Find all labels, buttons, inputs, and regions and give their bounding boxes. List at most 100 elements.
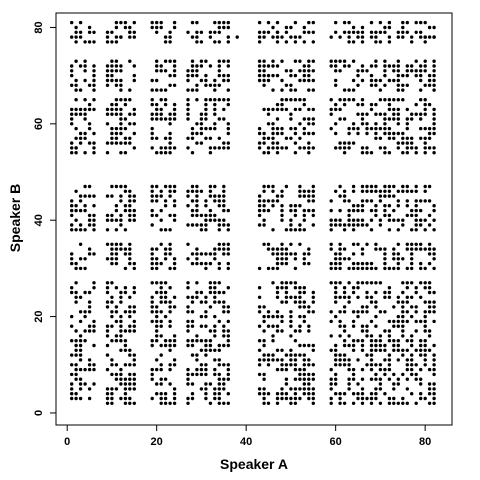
data-point — [199, 59, 204, 63]
data-point — [213, 122, 217, 126]
data-point — [186, 194, 190, 198]
data-point — [432, 257, 436, 261]
data-point — [190, 252, 195, 256]
data-point — [427, 290, 432, 295]
data-point — [419, 78, 423, 83]
data-point — [410, 392, 414, 396]
data-point — [262, 199, 266, 203]
data-point — [208, 213, 213, 218]
data-point — [342, 392, 347, 396]
data-point — [119, 69, 123, 73]
data-point — [78, 358, 83, 362]
data-point — [132, 401, 136, 405]
data-point — [217, 146, 221, 150]
data-point — [199, 290, 204, 295]
data-point — [78, 348, 83, 352]
data-point — [128, 310, 132, 314]
data-point — [378, 343, 383, 348]
data-point — [150, 252, 154, 256]
data-point — [128, 208, 132, 213]
data-point — [186, 329, 190, 333]
data-point — [78, 136, 83, 140]
data-point — [307, 146, 311, 150]
data-point — [360, 208, 365, 213]
data-point — [302, 126, 306, 131]
data-point — [280, 281, 284, 285]
data-point — [262, 396, 266, 401]
data-point — [119, 334, 123, 338]
data-point — [284, 290, 289, 295]
data-point — [78, 107, 83, 112]
data-point — [329, 396, 333, 401]
data-point — [226, 334, 230, 338]
data-point — [293, 353, 298, 357]
data-point — [351, 25, 356, 30]
data-point — [92, 223, 96, 227]
data-point — [208, 401, 213, 405]
data-point — [311, 363, 315, 367]
data-point — [150, 194, 154, 198]
data-point — [87, 329, 92, 333]
data-point — [356, 382, 360, 386]
data-point — [123, 184, 128, 189]
data-point — [204, 348, 208, 352]
data-point — [298, 204, 302, 208]
data-point — [83, 69, 87, 73]
data-point — [226, 122, 230, 126]
data-point — [298, 223, 302, 227]
data-point — [298, 305, 302, 309]
data-point — [128, 199, 132, 203]
data-point — [235, 35, 239, 39]
data-point — [74, 151, 78, 155]
data-point — [226, 102, 230, 107]
data-point — [105, 396, 110, 401]
data-point — [208, 348, 213, 352]
data-point — [92, 218, 96, 222]
data-point — [342, 59, 347, 63]
data-point — [351, 228, 356, 232]
data-point — [284, 382, 289, 386]
data-point — [87, 363, 92, 367]
data-point — [347, 358, 351, 362]
data-point — [213, 358, 217, 362]
data-point — [410, 247, 414, 251]
data-point — [280, 252, 284, 256]
data-point — [392, 117, 396, 121]
data-point — [163, 88, 168, 92]
data-point — [87, 194, 92, 198]
data-point — [266, 363, 271, 367]
data-point — [360, 204, 365, 208]
data-point — [163, 377, 168, 381]
data-point — [271, 141, 275, 145]
data-point — [374, 348, 378, 352]
data-point — [163, 136, 168, 140]
data-point — [213, 88, 217, 92]
data-point — [342, 363, 347, 367]
data-point — [114, 387, 119, 391]
data-point — [383, 252, 387, 256]
data-point — [217, 98, 221, 102]
data-point — [217, 69, 221, 73]
data-point — [311, 189, 315, 193]
data-point — [74, 98, 78, 102]
data-point — [419, 69, 423, 73]
data-point — [360, 146, 365, 150]
data-point — [338, 324, 342, 328]
data-point — [307, 387, 311, 391]
data-point — [396, 348, 400, 352]
data-point — [226, 40, 230, 44]
data-point — [419, 281, 423, 285]
data-point — [92, 78, 96, 83]
data-point — [128, 382, 132, 386]
data-point — [155, 30, 159, 34]
data-point — [128, 377, 132, 381]
data-point — [114, 305, 119, 309]
data-point — [369, 377, 374, 381]
data-point — [396, 218, 400, 222]
data-point — [338, 363, 342, 367]
data-point — [360, 252, 365, 256]
data-point — [365, 329, 369, 333]
data-point — [347, 257, 351, 261]
data-point — [329, 223, 333, 227]
data-point — [168, 401, 172, 405]
